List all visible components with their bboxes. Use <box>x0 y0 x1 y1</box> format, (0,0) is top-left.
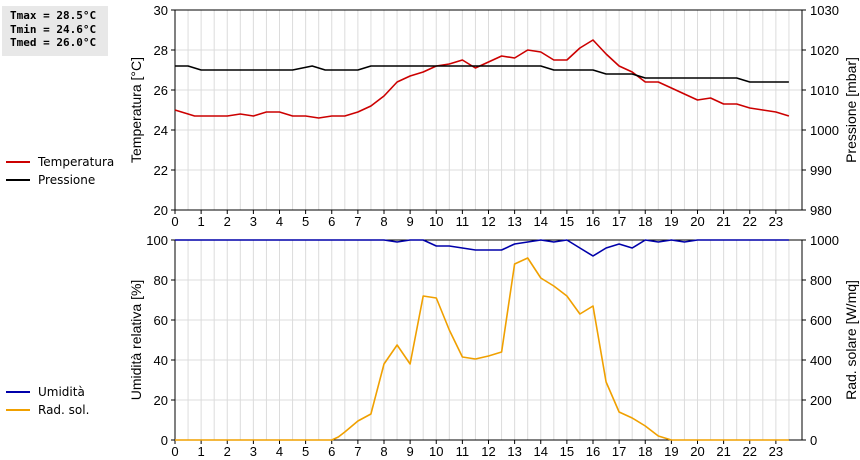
y-left-tick-label: 80 <box>154 273 168 288</box>
x-tick-label: 6 <box>328 444 335 459</box>
series-line-pressione <box>175 65 789 83</box>
legend-swatch <box>6 409 30 411</box>
x-tick-label: 21 <box>716 444 730 459</box>
x-tick-label: 6 <box>328 214 335 229</box>
x-tick-label: 9 <box>407 444 414 459</box>
y-right-tick-label: 800 <box>810 273 832 288</box>
x-tick-label: 17 <box>612 444 626 459</box>
y-left-tick-label: 30 <box>154 3 168 18</box>
stat-tmax: Tmax = 28.5°C <box>10 9 97 22</box>
x-tick-label: 5 <box>302 214 309 229</box>
legend-item-pressione: Pressione <box>6 172 95 188</box>
y-right-tick-label: 1010 <box>810 83 839 98</box>
x-tick-label: 10 <box>429 444 443 459</box>
x-tick-label: 21 <box>716 214 730 229</box>
y-right-axis-title: Pressione [mbar] <box>843 57 859 163</box>
y-left-tick-label: 24 <box>154 123 168 138</box>
x-tick-label: 8 <box>380 214 387 229</box>
y-right-tick-label: 980 <box>810 203 832 218</box>
x-tick-label: 15 <box>560 214 574 229</box>
x-tick-label: 11 <box>456 444 470 459</box>
x-tick-label: 5 <box>302 444 309 459</box>
y-right-axis-title: Rad. solare [W/mq] <box>843 280 859 400</box>
x-tick-label: 4 <box>276 444 283 459</box>
stats-box: Tmax = 28.5°C Tmin = 24.6°C Tmed = 26.0°… <box>2 6 108 56</box>
x-tick-label: 13 <box>507 214 521 229</box>
x-tick-label: 7 <box>354 214 361 229</box>
stat-tmin: Tmin = 24.6°C <box>10 22 97 36</box>
x-tick-label: 19 <box>664 444 678 459</box>
x-tick-label: 12 <box>481 214 495 229</box>
y-right-tick-label: 990 <box>810 163 832 178</box>
y-right-tick-label: 1030 <box>810 3 839 18</box>
y-right-tick-label: 1020 <box>810 43 839 58</box>
legend-swatch <box>6 161 30 163</box>
y-left-tick-label: 100 <box>146 233 168 248</box>
x-tick-label: 4 <box>276 214 283 229</box>
y-left-tick-label: 0 <box>161 433 168 448</box>
y-right-tick-label: 1000 <box>810 233 839 248</box>
y-left-tick-label: 20 <box>154 203 168 218</box>
x-tick-label: 16 <box>586 444 600 459</box>
y-left-tick-label: 26 <box>154 83 168 98</box>
x-tick-label: 19 <box>664 214 678 229</box>
x-tick-label: 3 <box>250 214 257 229</box>
legend-item-rad-sol: Rad. sol. <box>6 402 89 418</box>
series-line-umidit- <box>175 239 789 257</box>
x-tick-label: 23 <box>769 444 783 459</box>
x-tick-label: 2 <box>224 444 231 459</box>
y-left-tick-label: 22 <box>154 163 168 178</box>
legend-swatch <box>6 179 30 181</box>
legend-label: Umidità <box>38 385 85 399</box>
series-line-rad-sol- <box>175 257 789 441</box>
y-right-tick-label: 400 <box>810 353 832 368</box>
y-left-tick-label: 28 <box>154 43 168 58</box>
x-tick-label: 17 <box>612 214 626 229</box>
x-tick-label: 14 <box>534 444 548 459</box>
y-left-tick-label: 20 <box>154 393 168 408</box>
legend-item-umidita: Umidità <box>6 384 85 400</box>
series-line-temperatura <box>174 39 790 119</box>
y-left-tick-label: 60 <box>154 313 168 328</box>
x-tick-label: 23 <box>769 214 783 229</box>
x-tick-label: 20 <box>690 444 704 459</box>
x-tick-label: 15 <box>560 444 574 459</box>
x-tick-label: 18 <box>638 444 652 459</box>
x-tick-label: 3 <box>250 444 257 459</box>
x-tick-label: 10 <box>429 214 443 229</box>
x-tick-label: 11 <box>456 214 470 229</box>
legend-label: Pressione <box>38 173 96 187</box>
y-left-tick-label: 40 <box>154 353 168 368</box>
stat-tmed: Tmed = 26.0°C <box>10 36 97 49</box>
legend-label: Rad. sol. <box>38 403 90 417</box>
x-tick-label: 14 <box>534 214 548 229</box>
chart-panel-hum-rad: 0 1 2 3 4 5 6 7 8 9 10 11 12 13 14 15 16 17 18 19 20 21 22 2302… <box>128 233 859 459</box>
x-tick-label: 18 <box>638 214 652 229</box>
x-tick-label: 8 <box>380 444 387 459</box>
y-right-tick-label: 600 <box>810 313 832 328</box>
x-tick-label: 22 <box>743 214 757 229</box>
x-tick-label: 1 <box>198 214 205 229</box>
x-tick-label: 16 <box>586 214 600 229</box>
legend-label: Temperatura <box>38 155 115 169</box>
x-tick-label: 0 <box>171 444 178 459</box>
y-left-axis-title: Temperatura [°C] <box>128 57 144 163</box>
legend-swatch <box>6 391 30 393</box>
x-tick-label: 22 <box>743 444 757 459</box>
y-right-tick-label: 1000 <box>810 123 839 138</box>
x-tick-label: 12 <box>481 444 495 459</box>
legend-item-temperatura: Temperatura <box>6 154 114 170</box>
x-tick-label: 0 <box>171 214 178 229</box>
y-right-tick-label: 0 <box>810 433 817 448</box>
y-right-tick-label: 200 <box>810 393 832 408</box>
x-tick-label: 2 <box>224 214 231 229</box>
x-tick-label: 1 <box>198 444 205 459</box>
x-tick-label: 9 <box>407 214 414 229</box>
y-left-axis-title: Umidità relativa [%] <box>128 280 144 401</box>
chart-panel-temp-press: 0 1 2 3 4 5 6 7 8 9 10 11 12 13 14 15 16 17 18 19 20 21 22 2320… <box>128 3 859 229</box>
x-tick-label: 7 <box>354 444 361 459</box>
x-tick-label: 13 <box>507 444 521 459</box>
x-tick-label: 20 <box>690 214 704 229</box>
